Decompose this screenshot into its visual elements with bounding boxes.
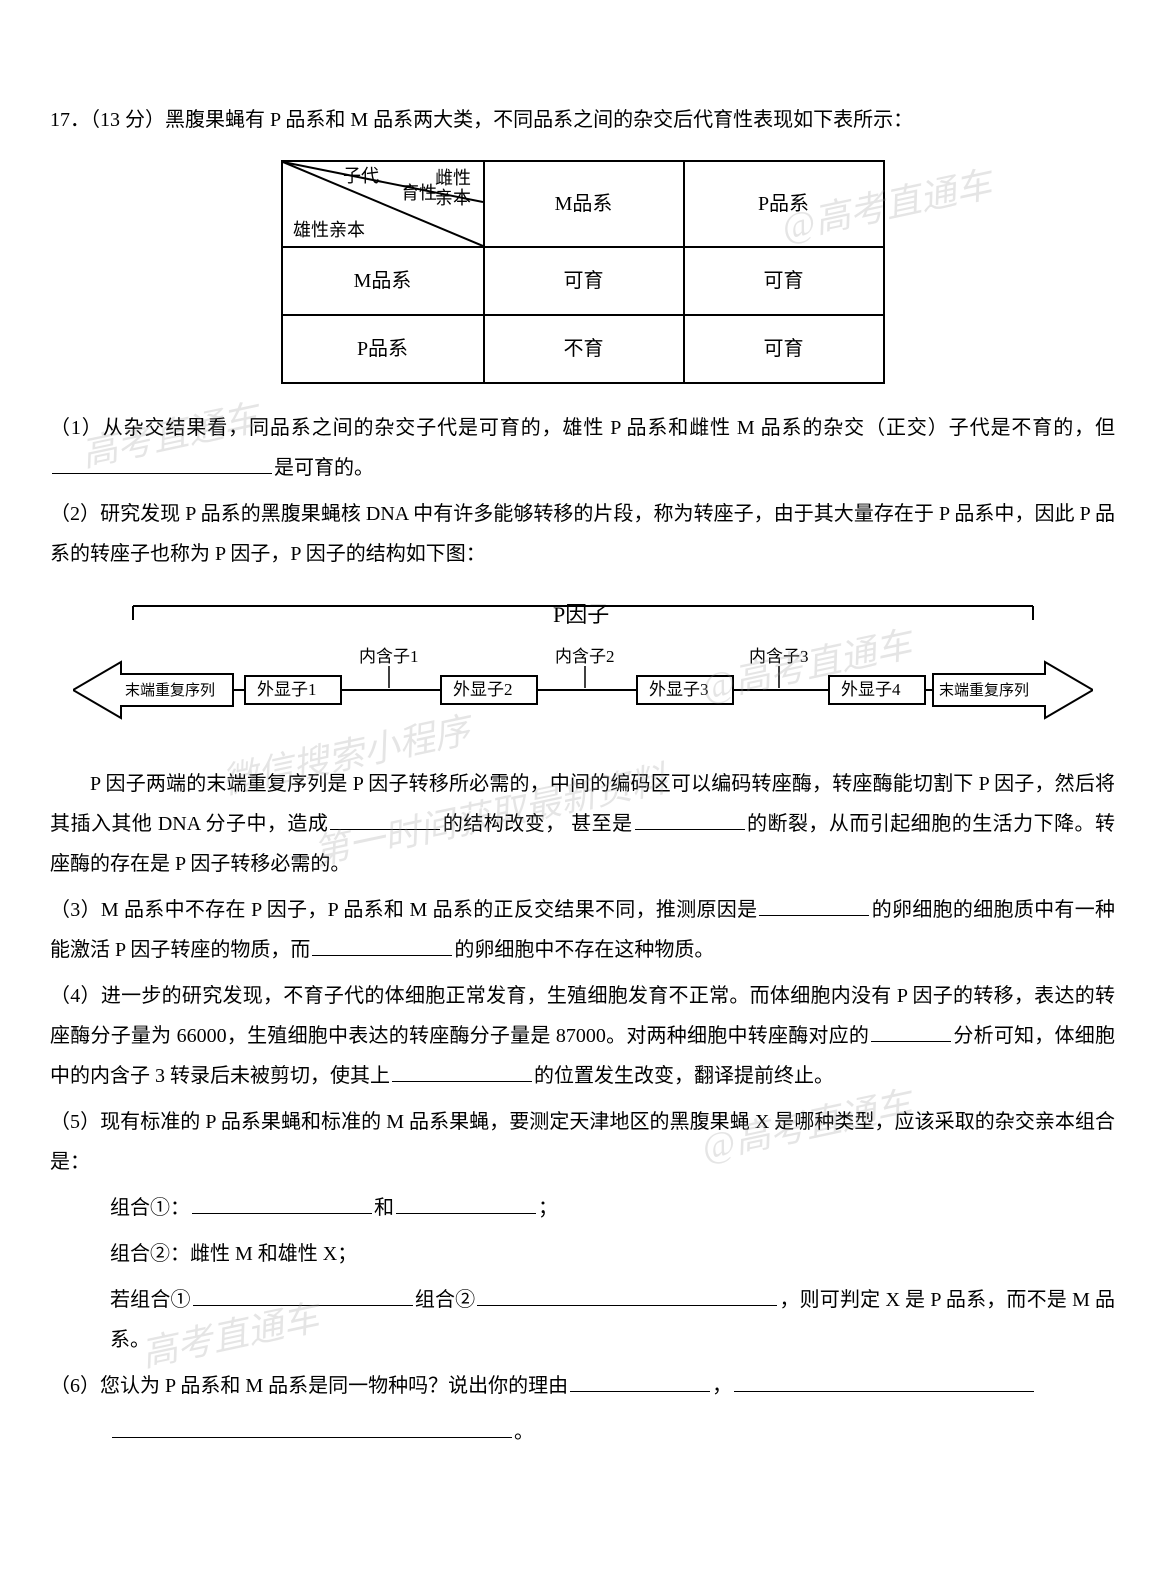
if-b: 组合②	[415, 1289, 476, 1311]
part-6-cont: 。	[50, 1412, 1115, 1452]
question-text: 黑腹果蝇有 P 品系和 M 品系两大类，不同品系之间的杂交后代育性表现如下表所示…	[165, 109, 913, 131]
table-cell: 可育	[684, 247, 884, 315]
right-terminal-label: 末端重复序列	[939, 681, 1029, 699]
part-1: （1）从杂交结果看，同品系之间的杂交子代是可育的，雄性 P 品系和雌性 M 品系…	[50, 408, 1115, 488]
part-2b: P 因子两端的末端重复序列是 P 因子转移所必需的，中间的编码区可以编码转座酶，…	[50, 764, 1115, 884]
part-6: （6）您认为 P 品系和 M 品系是同一物种吗？说出你的理由 ，	[50, 1366, 1115, 1406]
intron3-label: 内含子3	[749, 647, 809, 666]
p4-c: 的位置发生改变，翻译提前终止。	[534, 1065, 834, 1087]
question-number: 17．	[50, 109, 90, 131]
blank	[396, 1194, 536, 1214]
blank	[312, 936, 452, 956]
table-row: P品系 不育 可育	[282, 315, 884, 383]
table-cell: 不育	[484, 315, 684, 383]
table-cell: 可育	[684, 315, 884, 383]
combo-if: 若组合①组合②，则可判定 X 是 P 品系，而不是 M 品系。	[50, 1280, 1115, 1360]
header-cixing1: 雌性	[435, 168, 471, 188]
c1-b: 和	[374, 1197, 394, 1219]
blank	[734, 1372, 1034, 1392]
blank	[635, 810, 745, 830]
blank	[477, 1286, 777, 1306]
question-intro: 17．（13 分）黑腹果蝇有 P 品系和 M 品系两大类，不同品系之间的杂交后代…	[50, 100, 1115, 140]
p3-c: 的卵细胞中不存在这种物质。	[454, 939, 714, 961]
p2b-b: 的结构改变， 甚至是	[442, 813, 632, 835]
table-row-header: M品系	[282, 247, 484, 315]
blank	[112, 1418, 512, 1438]
table-col-header: P品系	[684, 161, 884, 247]
intron2-label: 内含子2	[555, 647, 615, 666]
header-zidai: 子代	[343, 166, 379, 186]
header-xiong: 雄性亲本	[293, 220, 365, 240]
blank	[192, 1194, 372, 1214]
p6-b: ，	[712, 1375, 732, 1397]
p-factor-figure: P因子 末端重复序列 末端重复序列 外显子1 外显子2 外显子3 外显子4 内含…	[73, 592, 1093, 746]
left-terminal-label: 末端重复序列	[125, 681, 215, 699]
table-col-header: M品系	[484, 161, 684, 247]
table-row: M品系 可育 可育	[282, 247, 884, 315]
blank	[871, 1022, 951, 1042]
p1-text-a: （1）从杂交结果看，同品系之间的杂交子代是可育的，雄性 P 品系和雌性 M 品系…	[50, 417, 1115, 439]
combo-1: 组合①： 和 ；	[50, 1188, 1115, 1228]
c1-c: ；	[538, 1197, 558, 1219]
if-a: 若组合①	[110, 1289, 191, 1311]
exon3-label: 外显子3	[649, 680, 709, 699]
diagonal-header-svg: 子代 育性 雌性 亲本 雄性亲本	[283, 162, 483, 246]
header-cixing2: 亲本	[435, 188, 471, 208]
table-cell: 可育	[484, 247, 684, 315]
blank	[759, 896, 869, 916]
p6-a: （6）您认为 P 品系和 M 品系是同一物种吗？说出你的理由	[50, 1375, 568, 1397]
table-row-header: P品系	[282, 315, 484, 383]
header-yux: 育性	[401, 183, 437, 203]
intron1-label: 内含子1	[359, 647, 419, 666]
question-points: （13 分）	[90, 109, 165, 131]
cross-table: 子代 育性 雌性 亲本 雄性亲本 M品系 P品系 M品系 可育 可育 P品系 不…	[281, 160, 885, 384]
p3-a: （3）M 品系中不存在 P 因子，P 品系和 M 品系的正反交结果不同，推测原因…	[50, 899, 757, 921]
blank	[330, 810, 440, 830]
blank	[52, 454, 272, 474]
part-2: （2）研究发现 P 品系的黑腹果蝇核 DNA 中有许多能够转移的片段，称为转座子…	[50, 494, 1115, 574]
blank	[392, 1062, 532, 1082]
p1-text-b: 是可育的。	[274, 457, 374, 479]
c1-a: 组合①：	[110, 1197, 190, 1219]
part-5-intro: （5）现有标准的 P 品系果蝇和标准的 M 品系果蝇，要测定天津地区的黑腹果蝇 …	[50, 1102, 1115, 1182]
p6-end: 。	[514, 1421, 534, 1443]
exon1-label: 外显子1	[257, 680, 317, 699]
exon4-label: 外显子4	[841, 680, 901, 699]
part-4: （4）进一步的研究发现，不育子代的体细胞正常发育，生殖细胞发育不正常。而体细胞内…	[50, 976, 1115, 1096]
table-header-diagonal: 子代 育性 雌性 亲本 雄性亲本	[282, 161, 484, 247]
p-factor-svg: P因子 末端重复序列 末端重复序列 外显子1 外显子2 外显子3 外显子4 内含…	[73, 592, 1093, 732]
blank	[570, 1372, 710, 1392]
blank	[193, 1286, 413, 1306]
pfactor-title: P因子	[553, 602, 609, 627]
combo-2: 组合②：雌性 M 和雄性 X；	[50, 1234, 1115, 1274]
part-3: （3）M 品系中不存在 P 因子，P 品系和 M 品系的正反交结果不同，推测原因…	[50, 890, 1115, 970]
exon2-label: 外显子2	[453, 680, 513, 699]
table-row: 子代 育性 雌性 亲本 雄性亲本 M品系 P品系	[282, 161, 884, 247]
